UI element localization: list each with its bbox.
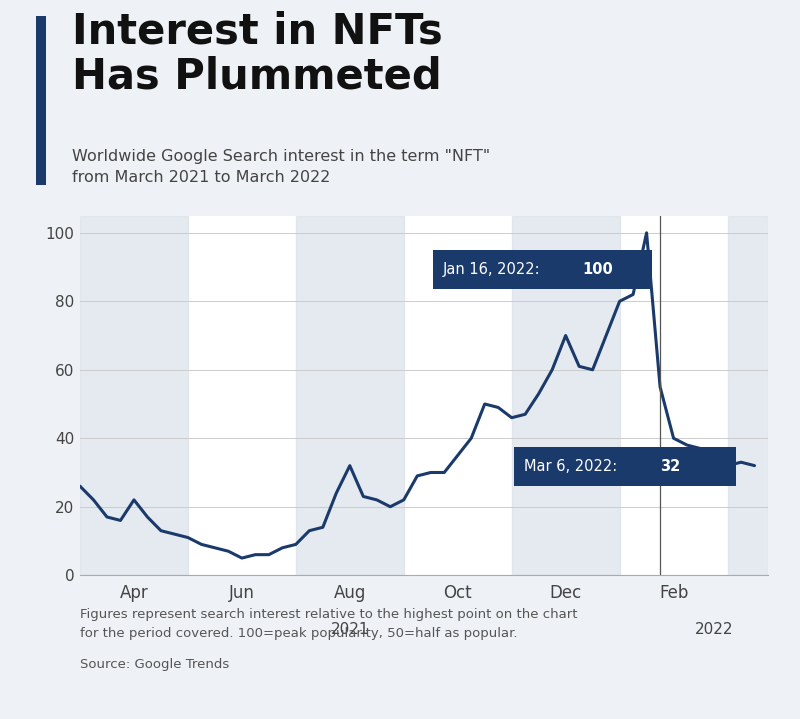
FancyBboxPatch shape [36, 16, 46, 186]
Text: 32: 32 [660, 459, 680, 474]
Text: Jan 16, 2022:: Jan 16, 2022: [442, 262, 545, 277]
Text: 2022: 2022 [694, 622, 734, 637]
Bar [296, 216, 404, 575]
Text: Source: Google Trends: Source: Google Trends [80, 658, 230, 671]
Text: 100: 100 [582, 262, 613, 277]
Bar [80, 216, 188, 575]
Text: Interest in NFTs
Has Plummeted: Interest in NFTs Has Plummeted [72, 10, 442, 97]
Bar [512, 216, 620, 575]
Text: Worldwide Google Search interest in the term "NFT"
from March 2021 to March 2022: Worldwide Google Search interest in the … [72, 149, 490, 185]
FancyBboxPatch shape [514, 446, 736, 486]
Text: Mar 6, 2022:: Mar 6, 2022: [523, 459, 622, 474]
Text: Figures represent search interest relative to the highest point on the chart
for: Figures represent search interest relati… [80, 608, 578, 640]
FancyBboxPatch shape [434, 250, 652, 289]
Text: 2021: 2021 [330, 622, 369, 637]
Bar [727, 216, 768, 575]
